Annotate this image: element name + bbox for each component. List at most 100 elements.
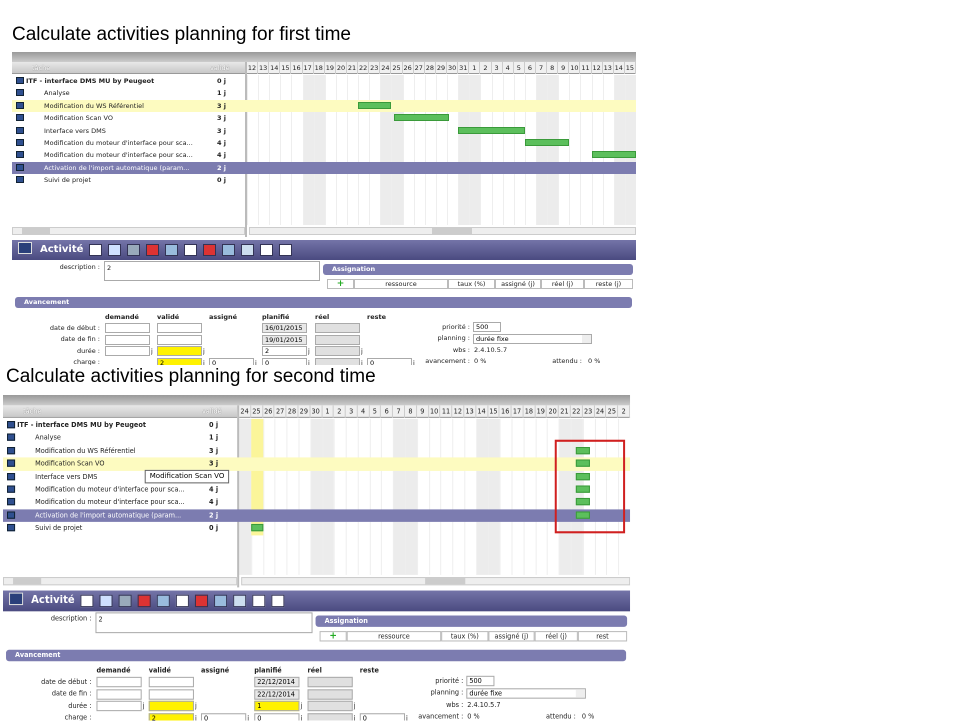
toolbar-button[interactable] xyxy=(99,594,113,608)
scroll-thumb[interactable] xyxy=(22,228,50,234)
form-field[interactable]: 2 xyxy=(262,346,307,356)
gantt-bar[interactable] xyxy=(575,485,590,493)
task-name[interactable]: Analyse xyxy=(35,433,61,443)
gantt-bar[interactable] xyxy=(251,524,263,532)
form-field[interactable]: 22/12/2014 xyxy=(254,676,300,688)
task-name[interactable]: Interface vers DMS xyxy=(44,126,106,135)
form-field[interactable]: 2 xyxy=(148,712,194,721)
task-name[interactable]: Suivi de projet xyxy=(44,176,91,185)
toolbar-button[interactable] xyxy=(118,594,132,608)
task-name[interactable]: Modification du moteur d'interface pour … xyxy=(35,485,185,494)
scroll-thumb[interactable] xyxy=(432,228,472,234)
gantt-bar[interactable] xyxy=(358,101,392,109)
field-value[interactable]: 500 xyxy=(466,675,495,687)
form-field[interactable]: 22/12/2014 xyxy=(254,688,300,700)
form-field[interactable] xyxy=(315,357,360,365)
description-field[interactable]: 2 xyxy=(95,612,313,634)
form-field[interactable] xyxy=(315,323,360,333)
form-field[interactable]: 0 xyxy=(209,357,254,365)
toolbar-button[interactable] xyxy=(241,244,254,256)
form-field[interactable] xyxy=(105,346,150,356)
toolbar-button[interactable] xyxy=(80,594,94,608)
gantt-bar[interactable] xyxy=(575,446,590,455)
form-field[interactable] xyxy=(96,688,142,700)
task-name[interactable]: ITF - interface DMS MU by Peugeot xyxy=(26,77,155,85)
toolbar-button[interactable] xyxy=(233,594,247,608)
toolbar-button[interactable] xyxy=(203,244,216,256)
field-value[interactable]: durée fixe xyxy=(466,687,586,699)
add-button[interactable]: + xyxy=(327,279,354,289)
form-field[interactable] xyxy=(157,346,202,356)
field-value[interactable]: 500 xyxy=(473,322,501,332)
form-field[interactable]: 0 xyxy=(200,712,247,721)
task-name[interactable]: Analyse xyxy=(44,89,70,98)
toolbar-button[interactable] xyxy=(146,244,159,256)
form-field[interactable]: 16/01/2015 xyxy=(262,323,307,333)
form-field[interactable] xyxy=(148,676,194,688)
form-field[interactable]: 0 xyxy=(254,712,300,721)
toolbar-button[interactable] xyxy=(184,244,197,256)
form-field[interactable]: 19/01/2015 xyxy=(262,334,307,345)
gantt-bar[interactable] xyxy=(575,498,590,506)
toolbar-button[interactable] xyxy=(214,594,228,608)
form-field[interactable] xyxy=(307,688,353,700)
add-button[interactable]: + xyxy=(319,631,347,642)
dropdown-arrow[interactable] xyxy=(575,689,585,698)
toolbar-button[interactable] xyxy=(175,594,189,608)
field-value[interactable]: durée fixe xyxy=(473,333,592,344)
toolbar-button[interactable] xyxy=(108,244,121,256)
form-field[interactable] xyxy=(148,688,194,700)
gantt-bar[interactable] xyxy=(591,151,636,159)
gantt-bar[interactable] xyxy=(575,459,590,467)
form-field[interactable]: 0 xyxy=(367,357,412,365)
form-field[interactable] xyxy=(307,700,353,712)
task-name[interactable]: Modification Scan VO xyxy=(44,114,114,123)
dropdown-arrow[interactable] xyxy=(582,335,591,343)
toolbar-button[interactable] xyxy=(165,244,178,256)
form-field[interactable] xyxy=(148,700,194,712)
gantt-bar[interactable] xyxy=(575,472,590,480)
gantt-bar[interactable] xyxy=(575,511,590,519)
task-name[interactable]: Suivi de projet xyxy=(35,524,83,533)
task-name[interactable]: ITF - interface DMS MU by Peugeot xyxy=(17,421,146,430)
scroll-thumb[interactable] xyxy=(13,578,42,585)
form-field[interactable] xyxy=(157,334,202,345)
toolbar-button[interactable] xyxy=(252,594,266,608)
form-field[interactable] xyxy=(105,334,150,345)
gantt-bar[interactable] xyxy=(524,139,570,146)
gantt-bar[interactable] xyxy=(458,126,525,134)
form-field[interactable]: 1 xyxy=(254,700,300,712)
toolbar-button[interactable] xyxy=(260,244,273,256)
toolbar-button[interactable] xyxy=(137,594,151,608)
toolbar-button[interactable] xyxy=(279,244,292,256)
toolbar-button[interactable] xyxy=(89,244,102,256)
form-field[interactable] xyxy=(307,676,353,688)
scroll-thumb[interactable] xyxy=(425,578,466,585)
task-name[interactable]: Activation de l'import automatique (para… xyxy=(35,511,182,520)
form-field[interactable] xyxy=(307,712,353,721)
task-name[interactable]: Modification du WS Référentiel xyxy=(44,101,144,110)
task-name[interactable]: Modification du WS Référentiel xyxy=(35,446,136,456)
toolbar-button[interactable] xyxy=(222,244,235,256)
task-name[interactable]: Activation de l'import automatique (para… xyxy=(44,163,190,172)
form-field[interactable] xyxy=(96,700,142,712)
form-field[interactable] xyxy=(157,323,202,333)
gantt-bar[interactable] xyxy=(393,114,450,122)
form-field[interactable] xyxy=(315,346,360,356)
form-field[interactable]: 0 xyxy=(359,712,405,721)
toolbar-button[interactable] xyxy=(127,244,140,256)
task-name[interactable]: Modification Scan VO xyxy=(35,459,105,468)
task-name[interactable]: Interface vers DMS xyxy=(35,472,98,481)
task-name[interactable]: Modification du moteur d'interface pour … xyxy=(44,151,193,160)
toolbar-button[interactable] xyxy=(194,594,209,608)
description-field[interactable]: 2 xyxy=(104,261,320,281)
toolbar-button[interactable] xyxy=(156,594,170,608)
form-field[interactable] xyxy=(96,676,142,688)
form-field[interactable] xyxy=(105,323,150,333)
form-field[interactable]: 2 xyxy=(157,357,202,365)
form-field[interactable]: 0 xyxy=(262,357,307,365)
task-name[interactable]: Modification du moteur d'interface pour … xyxy=(44,139,193,147)
form-field[interactable] xyxy=(315,334,360,345)
task-name[interactable]: Modification du moteur d'interface pour … xyxy=(35,498,185,507)
toolbar-button[interactable] xyxy=(271,594,285,608)
